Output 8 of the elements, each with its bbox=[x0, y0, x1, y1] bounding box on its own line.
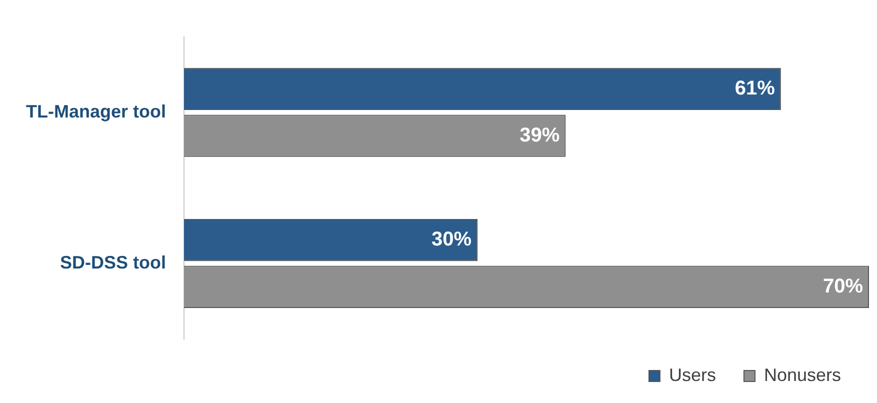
data-label: 61% bbox=[734, 77, 776, 100]
y-tick-label: SD-DSS tool bbox=[60, 252, 166, 272]
data-label: 39% bbox=[520, 124, 560, 146]
legend-label: Users bbox=[668, 364, 716, 385]
legend-label: Nonusers bbox=[764, 364, 842, 385]
data-label: 30% bbox=[432, 228, 472, 251]
y-tick-label: TL-Manager tool bbox=[26, 101, 166, 122]
data-label: 70% bbox=[822, 275, 864, 298]
